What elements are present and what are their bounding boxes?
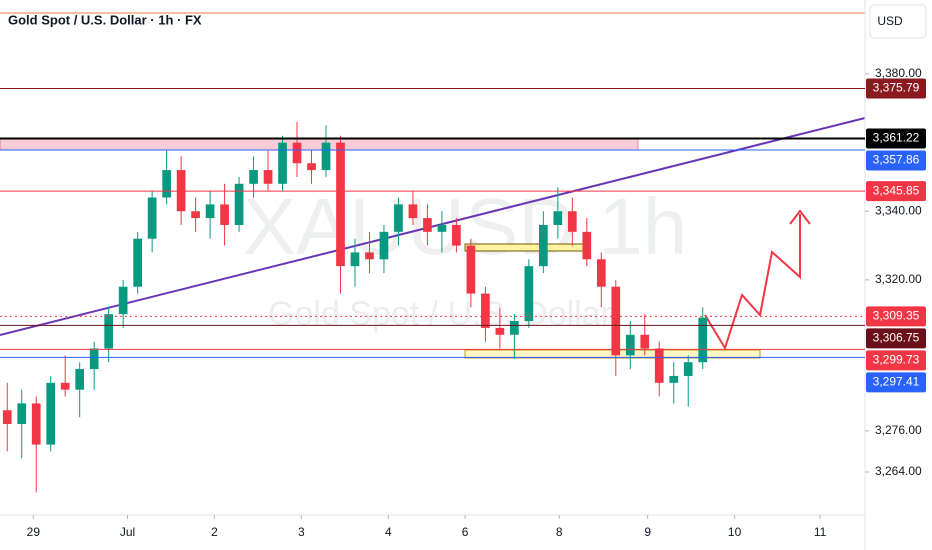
x-tick-label: 2 — [211, 525, 218, 539]
candle-body — [118, 286, 128, 315]
candle-body — [31, 403, 41, 445]
price-tag-label: 3,361.22 — [873, 131, 920, 145]
x-tick-label: 29 — [27, 525, 41, 539]
x-tick-label: 10 — [728, 525, 742, 539]
candle-body — [89, 348, 99, 370]
candle-body — [698, 317, 708, 363]
candle-body — [162, 170, 171, 198]
candle-body — [611, 286, 621, 356]
chart-title: Gold Spot / U.S. Dollar · 1h · FX — [8, 12, 202, 27]
price-tag — [866, 150, 926, 171]
candle-body — [336, 142, 345, 267]
candle-body — [350, 252, 360, 267]
trend-line — [0, 117, 866, 336]
candle-body — [307, 163, 316, 171]
candle-body — [147, 197, 157, 239]
candle-body — [176, 170, 186, 212]
supply-zone — [0, 138, 639, 151]
candle-body — [2, 410, 12, 424]
x-tick-label: 3 — [298, 525, 305, 539]
projection-arrowhead — [789, 209, 811, 225]
y-tick-label: 3,320.00 — [875, 272, 922, 286]
price-tag-label: 3,306.75 — [873, 331, 920, 345]
y-tick-label: 3,340.00 — [875, 203, 922, 217]
price-tag — [866, 306, 926, 327]
candle-body — [75, 369, 85, 390]
price-tag — [866, 181, 926, 202]
price-tag — [866, 78, 926, 99]
candle-body — [249, 170, 258, 184]
currency-label[interactable]: USD — [877, 14, 903, 28]
candle-body — [625, 334, 635, 356]
x-tick-label: Jul — [120, 525, 135, 539]
candle-body — [452, 224, 461, 246]
candle-body — [466, 245, 476, 294]
candle-body — [321, 142, 331, 171]
candle-body — [510, 321, 519, 335]
watermark-subtitle: Gold Spot / U.S. Dollar — [268, 295, 612, 333]
y-tick-label: 3,276.00 — [875, 423, 922, 437]
x-tick-label: 11 — [814, 525, 827, 539]
price-tag-label: 3,357.86 — [873, 153, 920, 167]
price-tag-label: 3,297.41 — [873, 375, 920, 389]
candle-body — [481, 293, 490, 328]
currency-button[interactable] — [869, 4, 927, 39]
candle-body — [640, 334, 650, 349]
candle-body — [220, 204, 229, 225]
price-tag — [866, 328, 926, 349]
candle-body — [408, 204, 418, 219]
candle-body — [654, 348, 664, 383]
candle-body — [263, 170, 273, 184]
candle-body — [292, 142, 302, 164]
candle-body — [133, 238, 142, 287]
candle-body — [60, 382, 70, 390]
candle-body — [394, 204, 403, 232]
price-tag-label: 3,299.73 — [873, 353, 920, 367]
projection-path — [704, 214, 801, 351]
candle-body — [104, 314, 114, 349]
price-tag — [866, 372, 926, 393]
price-tag-label: 3,345.85 — [873, 183, 920, 197]
x-tick-label: 6 — [462, 525, 469, 539]
zone-box — [464, 243, 591, 252]
candle-body — [437, 224, 447, 232]
price-tag — [866, 128, 926, 149]
candle-body — [423, 218, 432, 232]
candle-body — [46, 382, 56, 445]
candle-body — [205, 204, 215, 219]
price-tag-label: 3,309.35 — [873, 309, 920, 323]
candle-body — [669, 375, 679, 383]
candle-body — [278, 142, 287, 184]
candle-body — [234, 183, 244, 225]
candle-body — [524, 266, 534, 322]
x-tick-label: 9 — [644, 525, 651, 539]
candle-body — [191, 211, 200, 219]
price-tag — [866, 350, 926, 371]
candle-body — [538, 224, 548, 267]
y-tick-label: 3,380.00 — [875, 66, 922, 80]
candle-body — [17, 403, 27, 424]
candle-body — [683, 362, 693, 376]
candle-body — [582, 231, 592, 260]
price-tag-label: 3,375.79 — [873, 81, 920, 95]
candle-body — [365, 252, 374, 260]
candle-body — [495, 327, 505, 335]
candle-body — [567, 211, 577, 232]
y-tick-label: 3,264.00 — [875, 464, 922, 478]
candle-body — [553, 211, 563, 225]
candle-body — [596, 259, 606, 287]
x-tick-label: 4 — [385, 525, 392, 539]
x-tick-label: 8 — [556, 525, 563, 539]
candle-body — [379, 231, 389, 260]
